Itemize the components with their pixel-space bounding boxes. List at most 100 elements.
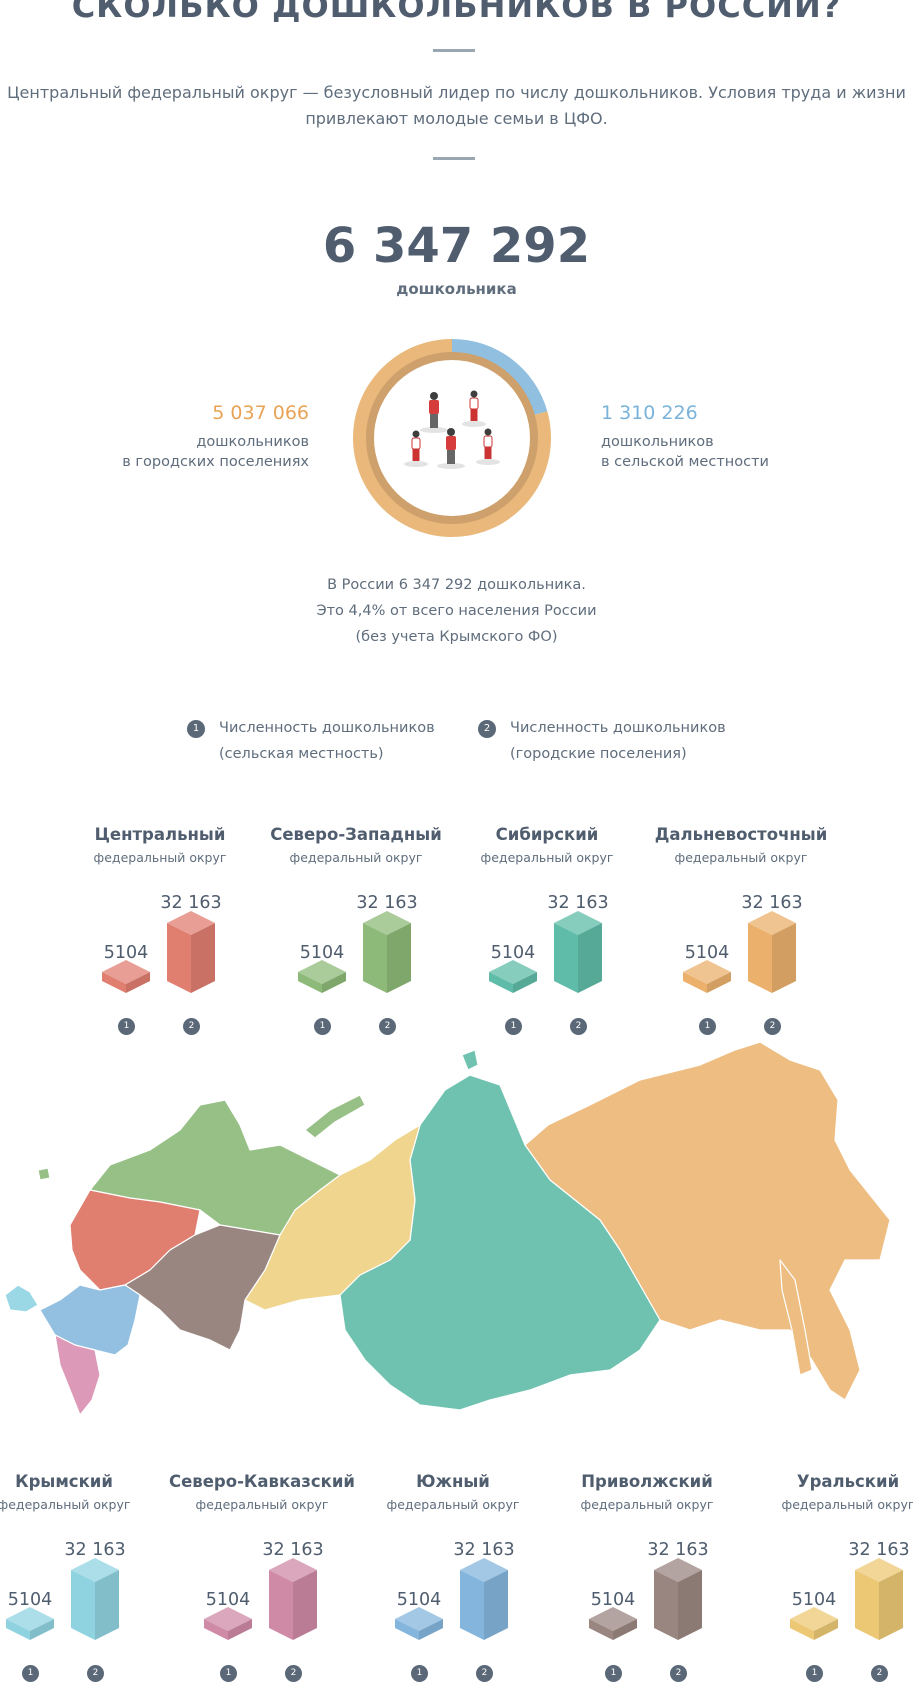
district-bottom-4-bar-urban [855,1558,903,1640]
note-line-1: В России 6 347 292 дошкольника. [327,577,586,593]
district-top-2-subtitle: федеральный округ [480,850,614,865]
legend-item-rural: Численность дошкольников (сельская местн… [219,715,479,767]
map-region-siberia-island [461,1049,479,1071]
district-top-2-bar-rural [489,960,537,993]
legend-1-line-2: (сельская местность) [219,746,384,762]
district-top-3-value-rural: 5104 [684,943,730,963]
rural-value: 1 310 226 [601,402,698,424]
donut-inner-ring [366,352,538,524]
district-bottom-2-name: Южный [416,1472,490,1491]
district-top-3-bar-rural [683,960,731,993]
district-top-3-subtitle: федеральный округ [674,850,808,865]
district-bottom-1-name: Северо-Кавказский [168,1472,355,1491]
district-bottom-0-bar-urban [71,1558,119,1640]
district-bottom-3-badge-2: 2 [670,1665,687,1682]
district-bottom-2-subtitle: федеральный округ [386,1497,520,1512]
district-bottom-3-value-urban: 32 163 [647,1540,709,1560]
district-bottom-0-name: Крымский [15,1472,113,1491]
district-top-1-value-urban: 32 163 [356,893,418,913]
district-top-2-badge-2: 2 [570,1018,587,1035]
district-top-3-badge-2: 2 [764,1018,781,1035]
district-top-0-value-urban: 32 163 [160,893,222,913]
district-bottom-2-value-rural: 5104 [396,1590,442,1610]
subtitle-line-1: Центральный федеральный округ — безуслов… [7,83,906,102]
district-bottom-1-subtitle: федеральный округ [195,1497,329,1512]
district-top-0-name: Центральный [94,825,226,844]
district-bottom-2-bar-urban [460,1558,508,1640]
district-bottom-4-value-urban: 32 163 [848,1540,910,1560]
district-bottom-0-value-rural: 5104 [7,1590,53,1610]
district-top-2-name: Сибирский [495,825,599,844]
district-top-3-value-urban: 32 163 [741,893,803,913]
district-bottom-4-bar-rural [790,1607,838,1640]
district-bottom-1-badge-1: 1 [220,1665,237,1682]
district-top-0-bar-rural [102,960,150,993]
note-line-3: (без учета Крымского ФО) [355,629,558,645]
title-divider [433,49,475,52]
district-bottom-1-bar-urban [269,1558,317,1640]
district-bottom-4-subtitle: федеральный округ [781,1497,913,1512]
district-bottom-1-badge-2: 2 [285,1665,302,1682]
russia-federal-districts-map [4,1041,891,1416]
district-bottom-1-bar-rural [204,1607,252,1640]
legend-1-line-1: Численность дошкольников [219,720,435,736]
district-bottom-0-badge-2: 2 [87,1665,104,1682]
district-bottom-4-value-rural: 5104 [791,1590,837,1610]
district-top-1-badge-1: 1 [314,1018,331,1035]
district-top-1-value-rural: 5104 [299,943,345,963]
total-count-label: дошкольника [396,280,517,298]
page-title: СКОЛЬКО ДОШКОЛЬНИКОВ В РОССИИ? [71,0,842,25]
subtitle-line-2: привлекают молодые семьи в ЦФО. [305,109,608,128]
rural-label-line-1: дошкольников [601,434,714,450]
district-bottom-0-bar-rural [6,1607,54,1640]
map-region-volga [124,1224,281,1351]
district-top-1-badge-2: 2 [379,1018,396,1035]
district-bottom-2-badge-2: 2 [476,1665,493,1682]
district-top-3-bar-urban [748,911,796,993]
district-bottom-3-bar-rural [589,1607,637,1640]
urban-value: 5 037 066 [212,402,309,424]
district-top-2-badge-1: 1 [505,1018,522,1035]
district-bottom-4-badge-2: 2 [871,1665,888,1682]
district-top-0-bar-urban [167,911,215,993]
rural-label: дошкольников в сельской местности [601,432,861,472]
district-top-1-bar-urban [363,911,411,993]
legend-badge-1: 1 [187,720,205,738]
children-illustration-icon [404,390,500,469]
legend-item-urban: Численность дошкольников (городские посе… [510,715,770,767]
district-bottom-0-value-urban: 32 163 [64,1540,126,1560]
legend-2-line-2: (городские поселения) [510,746,687,762]
district-top-2-value-urban: 32 163 [547,893,609,913]
legend-2-line-1: Численность дошкольников [510,720,726,736]
district-top-1-subtitle: федеральный округ [289,850,423,865]
district-bottom-2-badge-1: 1 [411,1665,428,1682]
map-region-south [39,1284,141,1356]
map-region-kaliningrad [37,1167,51,1181]
district-bottom-3-value-rural: 5104 [590,1590,636,1610]
subtitle-divider [433,157,475,160]
district-bottom-0-subtitle: федеральный округ [0,1497,131,1512]
district-top-1-bar-rural [298,960,346,993]
urban-label: дошкольников в городских поселениях [49,432,309,472]
district-bottom-2-bar-rural [395,1607,443,1640]
district-bottom-3-subtitle: федеральный округ [580,1497,714,1512]
population-note: В России 6 347 292 дошкольника. Это 4,4%… [0,572,913,650]
legend-badge-2: 2 [478,720,496,738]
district-bottom-3-bar-urban [654,1558,702,1640]
page-subtitle: Центральный федеральный округ — безуслов… [0,80,913,132]
district-top-2-bar-urban [554,911,602,993]
district-bottom-1-value-rural: 5104 [205,1590,251,1610]
note-line-2: Это 4,4% от всего населения России [316,603,597,619]
district-bottom-3-badge-1: 1 [605,1665,622,1682]
district-bottom-4-badge-1: 1 [806,1665,823,1682]
district-top-0-badge-1: 1 [118,1018,135,1035]
district-bottom-4-name: Уральский [796,1472,900,1491]
map-region-northwest [89,1099,341,1236]
district-top-0-subtitle: федеральный округ [93,850,227,865]
district-top-1-name: Северо-Западный [270,825,442,844]
map-region-fareast-island [779,1259,813,1376]
urban-label-line-2: в городских поселениях [122,454,309,470]
district-top-0-badge-2: 2 [183,1018,200,1035]
map-region-ncaucasus [54,1334,101,1416]
district-bottom-3-name: Приволжский [581,1472,713,1491]
